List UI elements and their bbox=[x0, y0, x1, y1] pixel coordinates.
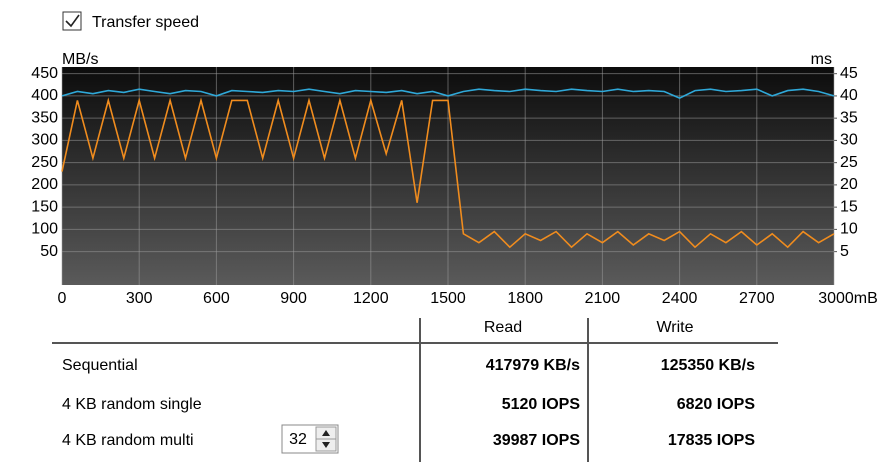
series-line bbox=[61, 97, 835, 249]
cell: 39987 IOPS bbox=[493, 432, 581, 449]
y2-tick-label: 15 bbox=[840, 198, 858, 215]
row-label: 4 KB random single bbox=[62, 396, 202, 413]
series-line bbox=[61, 88, 835, 99]
table-header: Write bbox=[656, 319, 693, 336]
checkbox-label[interactable]: Transfer speed bbox=[92, 14, 199, 31]
y2-tick-label: 30 bbox=[840, 132, 858, 149]
table-header: Read bbox=[484, 319, 522, 336]
y2-tick-label: 20 bbox=[840, 176, 858, 193]
y-tick-label: 250 bbox=[31, 154, 58, 171]
check-mark bbox=[65, 14, 80, 28]
y2-tick-label: 25 bbox=[840, 154, 858, 171]
y2-axis-label: ms bbox=[811, 51, 832, 68]
y-axis-label: MB/s bbox=[62, 51, 98, 68]
y-tick-label: 100 bbox=[31, 221, 58, 238]
y-tick-label: 200 bbox=[31, 176, 58, 193]
y-tick-label: 450 bbox=[31, 65, 58, 82]
x-tick-label: 0 bbox=[58, 290, 67, 307]
y-tick-label: 150 bbox=[31, 198, 58, 215]
y2-tick-label: 5 bbox=[840, 243, 849, 260]
x-tick-label: 900 bbox=[280, 290, 307, 307]
y2-tick-label: 35 bbox=[840, 109, 858, 126]
spinner-arrows bbox=[322, 430, 330, 448]
x-tick-label: 1800 bbox=[507, 290, 543, 307]
cell: 417979 KB/s bbox=[486, 357, 580, 374]
x-tick-label: 300 bbox=[126, 290, 153, 307]
row-label: 4 KB random multi bbox=[62, 432, 194, 449]
checkbox[interactable] bbox=[62, 11, 82, 31]
cell: 17835 IOPS bbox=[668, 432, 756, 449]
cell: 6820 IOPS bbox=[677, 396, 756, 413]
cell: 125350 KB/s bbox=[661, 357, 755, 374]
x-tick-label: 3000mB bbox=[818, 290, 878, 307]
row-label: Sequential bbox=[62, 357, 138, 374]
y-tick-label: 300 bbox=[31, 132, 58, 149]
y-tick-label: 350 bbox=[31, 109, 58, 126]
x-tick-label: 2700 bbox=[739, 290, 775, 307]
x-tick-label: 2100 bbox=[585, 290, 621, 307]
x-tick-label: 1200 bbox=[353, 290, 389, 307]
y2-tick-label: 45 bbox=[840, 65, 858, 82]
y-tick-label: 50 bbox=[40, 243, 58, 260]
y2-tick-label: 40 bbox=[840, 87, 858, 104]
x-tick-label: 600 bbox=[203, 290, 230, 307]
x-tick-label: 1500 bbox=[430, 290, 466, 307]
x-tick-label: 2400 bbox=[662, 290, 698, 307]
y2-tick-label: 10 bbox=[840, 221, 858, 238]
spinner-value[interactable]: 32 bbox=[289, 431, 307, 448]
y-tick-label: 400 bbox=[31, 87, 58, 104]
cell: 5120 IOPS bbox=[502, 396, 581, 413]
